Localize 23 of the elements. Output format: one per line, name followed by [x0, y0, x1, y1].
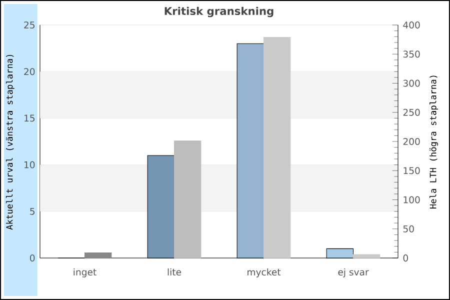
- y-tick-label: 25: [24, 21, 34, 29]
- y2-tick-label: 300: [403, 80, 420, 87]
- y-axis-title: Aktuellt urval (vänstra staplarna): [6, 54, 14, 230]
- y2-tick-label: 250: [403, 108, 420, 116]
- y2-tick-label: 400: [403, 21, 420, 29]
- y2-tick-label: 200: [403, 138, 420, 146]
- x-tick-label: ej svar: [338, 268, 369, 278]
- y-tick-label: 10: [24, 161, 35, 168]
- chart-title: Kritisk granskning: [164, 6, 274, 18]
- y-tick-label: 5: [30, 208, 34, 215]
- bar: [84, 252, 112, 258]
- x-tick-label: inget: [74, 268, 96, 278]
- y2-tick-label: 150: [404, 167, 420, 174]
- y-tick-label: 0: [30, 254, 35, 262]
- y2-tick-label: 50: [403, 225, 414, 232]
- y-tick-label: 20: [24, 68, 35, 76]
- x-tick-label: lite: [168, 268, 182, 276]
- y2-tick-label: 0: [403, 254, 408, 262]
- y2-tick-label: 350: [403, 50, 420, 58]
- y-tick-label: 15: [24, 114, 34, 122]
- y2-tick-label: 100: [404, 196, 420, 204]
- x-tick-label: mycket: [248, 268, 281, 278]
- y2-axis-title: Hela LTH (högra staplarna): [430, 76, 438, 208]
